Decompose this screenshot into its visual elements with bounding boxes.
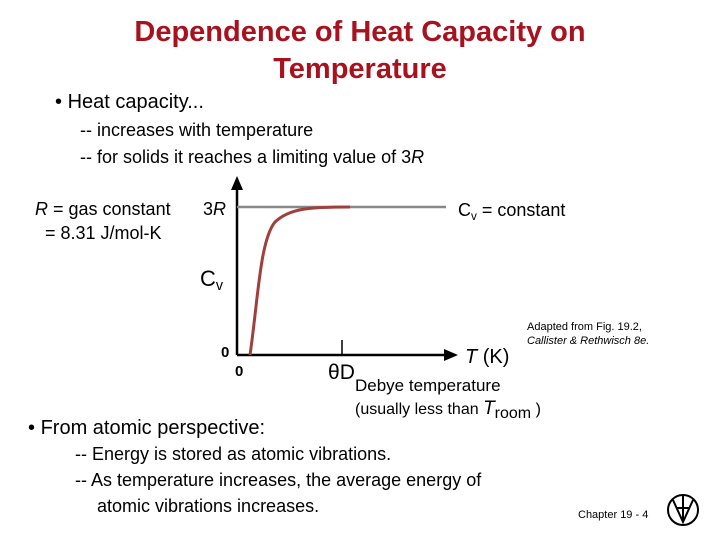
text: = constant [476, 200, 566, 220]
footer: Chapter 19 - 4 [578, 509, 649, 521]
text: C [200, 266, 216, 291]
r-value: = 8.31 J/mol-K [45, 223, 162, 243]
logo [667, 494, 699, 526]
text: T [465, 346, 478, 368]
credit: Callister & Rethwisch 8e. [527, 335, 650, 347]
credit: Adapted from Fig. 19.2, [527, 321, 642, 333]
text: v [215, 278, 224, 294]
text: (usually less than [355, 401, 484, 418]
debye: Debye temperature [355, 376, 501, 395]
cv-label: Cv [200, 266, 224, 294]
t-label: T (K) [465, 347, 509, 367]
text: -- for solids it reaches a limiting valu… [80, 147, 412, 167]
sub-line: -- As temperature increases, the average… [75, 470, 482, 490]
text: R [35, 199, 48, 219]
y-zero: 0 [221, 344, 230, 361]
text: room [494, 405, 532, 422]
text: ) [531, 401, 541, 418]
text: 3 [203, 199, 214, 219]
x-zero: 0 [235, 363, 244, 380]
text: C [458, 200, 471, 220]
sub-line: -- Energy is stored as atomic vibrations… [75, 444, 392, 464]
bullet: • Heat capacity... [55, 91, 204, 113]
cv-const-label: Cv = constant [458, 201, 565, 223]
cv-curve [248, 205, 351, 356]
text: θ [328, 361, 340, 384]
title: Dependence of Heat Capacity on [134, 16, 586, 48]
text: = gas constant [48, 199, 171, 219]
usually: (usually less than Troom ) [355, 399, 541, 422]
text: R [213, 199, 227, 219]
title: Temperature [273, 53, 447, 85]
limit-label: 3R [203, 200, 226, 218]
text: (K) [477, 346, 510, 368]
bullet: • From atomic perspective: [28, 417, 266, 439]
text: v [471, 210, 477, 223]
x-arrow [444, 349, 458, 361]
sub-line: -- increases with temperature [80, 120, 314, 140]
logo-mark [672, 496, 694, 525]
text: R [411, 147, 425, 167]
sub-line: -- for solids it reaches a limiting valu… [80, 148, 424, 166]
text: T [483, 398, 495, 419]
bullet-text: From atomic perspective: [40, 417, 266, 439]
sub-line: atomic vibrations increases. [97, 496, 320, 516]
bullet-text: Heat capacity... [67, 91, 204, 113]
theta-label: θD [328, 362, 355, 383]
r-def: R = gas constant [35, 200, 171, 218]
text: D [339, 361, 355, 384]
y-arrow [231, 176, 243, 190]
